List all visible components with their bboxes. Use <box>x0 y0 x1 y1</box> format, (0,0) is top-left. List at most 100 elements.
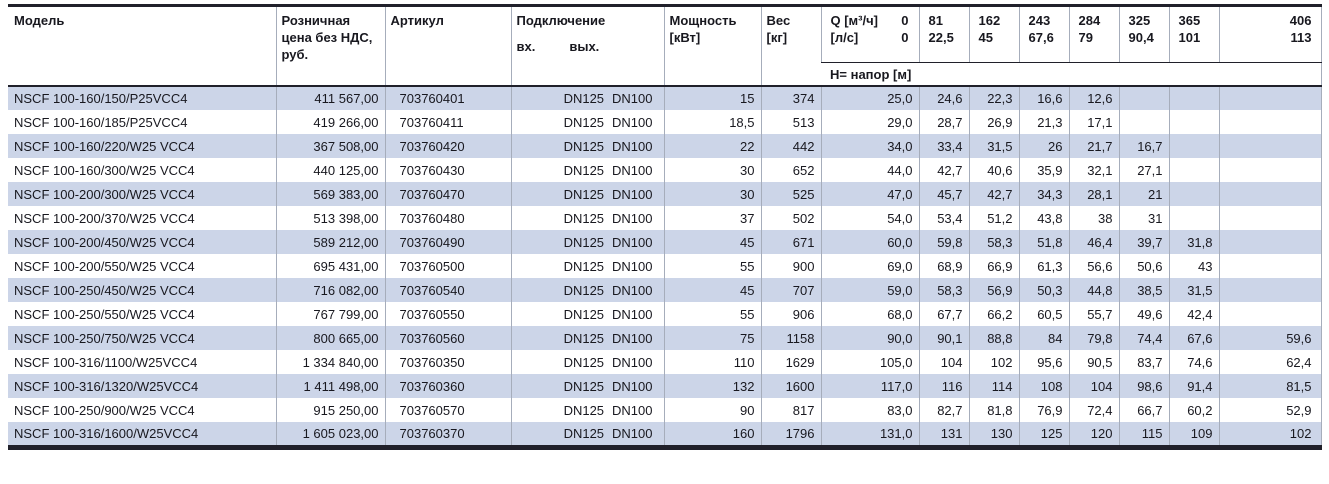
col-header-flow-406: 406 113 <box>1218 5 1322 63</box>
article-cell: 703760401 <box>384 86 511 110</box>
head-cell-q284: 12,6 <box>1068 86 1119 110</box>
head-cell-q81: 116 <box>918 374 969 398</box>
power-cell: 90 <box>663 398 761 422</box>
head-cell-q81: 131 <box>918 422 969 448</box>
head-cell-q81: 68,9 <box>918 254 969 278</box>
model-cell: NSCF 100-316/1320/W25VCC4 <box>14 378 199 394</box>
model-cell: NSCF 100-200/370/W25 VCC4 <box>14 210 195 226</box>
dn-outlet-value: DN100 <box>612 378 653 394</box>
connection-cell: DN125 DN100 <box>510 422 664 448</box>
table-row: NSCF 100-316/1320/W25VCC4 1 411 498,00 7… <box>8 374 1322 398</box>
head-cell-q284: 104 <box>1068 374 1119 398</box>
head-cell-q162: 31,5 <box>968 134 1019 158</box>
model-cell: NSCF 100-316/1600/W25VCC4 <box>14 426 199 441</box>
head-cell-q325: 49,6 <box>1118 302 1169 326</box>
head-cell-q0: 29,0 <box>820 110 919 134</box>
weight-cell: 900 <box>760 254 821 278</box>
head-cell-q284: 46,4 <box>1068 230 1119 254</box>
flow-ls-value: 101 <box>1178 30 1201 45</box>
dn-inlet-value: DN125 <box>563 186 605 202</box>
head-cell-q81: 59,8 <box>918 230 969 254</box>
model-cell: NSCF 100-160/150/P25VCC4 <box>14 91 188 106</box>
dn-inlet-value: DN125 <box>563 354 605 370</box>
price-header-line: Розничная <box>281 13 351 28</box>
connection-cell: DN125 DN100 <box>510 398 664 422</box>
flow-ls-value: 45 <box>978 30 993 45</box>
article-cell: 703760360 <box>384 374 511 398</box>
table-row: NSCF 100-160/150/P25VCC4 411 567,00 7037… <box>8 86 1322 110</box>
price-cell: 716 082,00 <box>275 278 385 302</box>
head-cell-q0: 54,0 <box>820 206 919 230</box>
price-cell: 411 567,00 <box>275 86 385 110</box>
power-cell: 160 <box>663 422 761 448</box>
flow-m3h-value: 406 <box>1289 13 1312 28</box>
head-cell-q243: 50,3 <box>1018 278 1069 302</box>
connection-cell: DN125 DN100 <box>510 86 664 110</box>
weight-cell: 374 <box>760 86 821 110</box>
weight-cell: 1600 <box>760 374 821 398</box>
head-cell-q325: 27,1 <box>1118 158 1169 182</box>
head-cell-q0: 60,0 <box>820 230 919 254</box>
head-cell-q325: 38,5 <box>1118 278 1169 302</box>
col-header-flow-284: 284 79 <box>1068 5 1119 63</box>
head-cell-q0: 34,0 <box>820 134 919 158</box>
article-cell: 703760540 <box>384 278 511 302</box>
article-cell: 703760500 <box>384 254 511 278</box>
col-header-power: Мощность [кВт] <box>663 5 761 87</box>
head-cell-q284: 120 <box>1068 422 1119 448</box>
head-cell-q162: 51,2 <box>968 206 1019 230</box>
col-header-connection: Подключение вх. вых. <box>510 5 664 87</box>
dn-outlet-value: DN100 <box>612 330 653 346</box>
price-cell: 1 334 840,00 <box>275 350 385 374</box>
weight-cell: 442 <box>760 134 821 158</box>
head-cell-q243: 108 <box>1018 374 1069 398</box>
dn-outlet-value: DN100 <box>612 91 653 106</box>
model-cell: NSCF 100-250/750/W25 VCC4 <box>14 330 195 346</box>
dn-inlet-value: DN125 <box>563 210 605 226</box>
connection-cell: DN125 DN100 <box>510 206 664 230</box>
dn-outlet-value: DN100 <box>612 114 653 130</box>
dn-inlet-value: DN125 <box>563 138 605 154</box>
article-cell: 703760420 <box>384 134 511 158</box>
flow-m3h-value: 162 <box>978 13 1001 28</box>
connection-cell: DN125 DN100 <box>510 350 664 374</box>
head-cell-q162: 81,8 <box>968 398 1019 422</box>
head-cell-q162: 58,3 <box>968 230 1019 254</box>
col-header-price: Розничная цена без НДС, руб. <box>275 5 385 87</box>
power-cell: 18,5 <box>663 110 761 134</box>
head-cell-q406 <box>1218 158 1322 182</box>
flow-m3h-value: 325 <box>1128 13 1151 28</box>
head-cell-q406 <box>1218 254 1322 278</box>
head-cell-q406 <box>1218 230 1322 254</box>
article-cell: 703760370 <box>384 422 511 448</box>
dn-inlet-value: DN125 <box>563 306 605 322</box>
head-cell-q284: 72,4 <box>1068 398 1119 422</box>
head-cell-q162: 114 <box>968 374 1019 398</box>
power-cell: 30 <box>663 182 761 206</box>
model-cell: NSCF 100-316/1100/W25VCC4 <box>14 354 198 370</box>
price-cell: 1 605 023,00 <box>275 422 385 448</box>
dn-outlet-value: DN100 <box>612 186 653 202</box>
head-cell-q0: 44,0 <box>820 158 919 182</box>
head-cell-q81: 53,4 <box>918 206 969 230</box>
dn-outlet-value: DN100 <box>612 258 653 274</box>
header-row-head-label: Н= напор [м] <box>8 62 1322 87</box>
table-row: NSCF 100-250/900/W25 VCC4 915 250,00 703… <box>8 398 1322 422</box>
flow-ls-value: 22,5 <box>928 30 954 45</box>
dn-outlet-value: DN100 <box>612 306 653 322</box>
power-header-line: Мощность <box>669 13 737 28</box>
head-cell-q243: 125 <box>1018 422 1069 448</box>
price-cell: 695 431,00 <box>275 254 385 278</box>
head-cell-q81: 67,7 <box>918 302 969 326</box>
head-cell-q406 <box>1218 206 1322 230</box>
head-cell-q325 <box>1118 86 1169 110</box>
weight-cell: 1629 <box>760 350 821 374</box>
head-cell-q365 <box>1168 134 1219 158</box>
head-cell-q0: 25,0 <box>820 86 919 110</box>
table-row: NSCF 100-160/220/W25 VCC4 367 508,00 703… <box>8 134 1322 158</box>
head-cell-q284: 44,8 <box>1068 278 1119 302</box>
head-cell-q406 <box>1218 110 1322 134</box>
weight-cell: 906 <box>760 302 821 326</box>
head-cell-q243: 51,8 <box>1018 230 1069 254</box>
head-cell-q365: 31,8 <box>1168 230 1219 254</box>
